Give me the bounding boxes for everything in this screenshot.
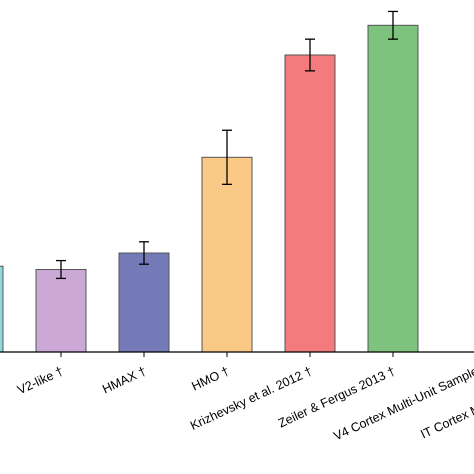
bar-2 — [118, 252, 170, 353]
x-tick-label-2: HMAX † — [100, 364, 148, 396]
error-bar-3 — [222, 129, 232, 186]
error-bar-1 — [56, 259, 66, 280]
x-ticks-layer — [60, 352, 394, 357]
error-bar-4 — [305, 38, 315, 72]
bar-4 — [284, 54, 336, 353]
error-bar-5 — [388, 10, 398, 40]
error-bar-2 — [139, 241, 149, 265]
bar-0 — [0, 265, 4, 353]
x-tick-labels-layer: V2-like † HMAX † HMO †Krizhevsky et al. 20… — [15, 364, 474, 443]
x-tick-label-3: HMO † — [189, 364, 231, 393]
error-bars-layer — [56, 10, 398, 280]
x-tick-label-1: V2-like † — [15, 364, 65, 397]
x-tick-label-6: V4 Cortex Multi-Unit Sample — [331, 364, 474, 443]
bar-5 — [367, 24, 419, 353]
bar-1 — [35, 269, 87, 353]
bar-3 — [201, 156, 253, 353]
bars-layer — [0, 24, 419, 353]
